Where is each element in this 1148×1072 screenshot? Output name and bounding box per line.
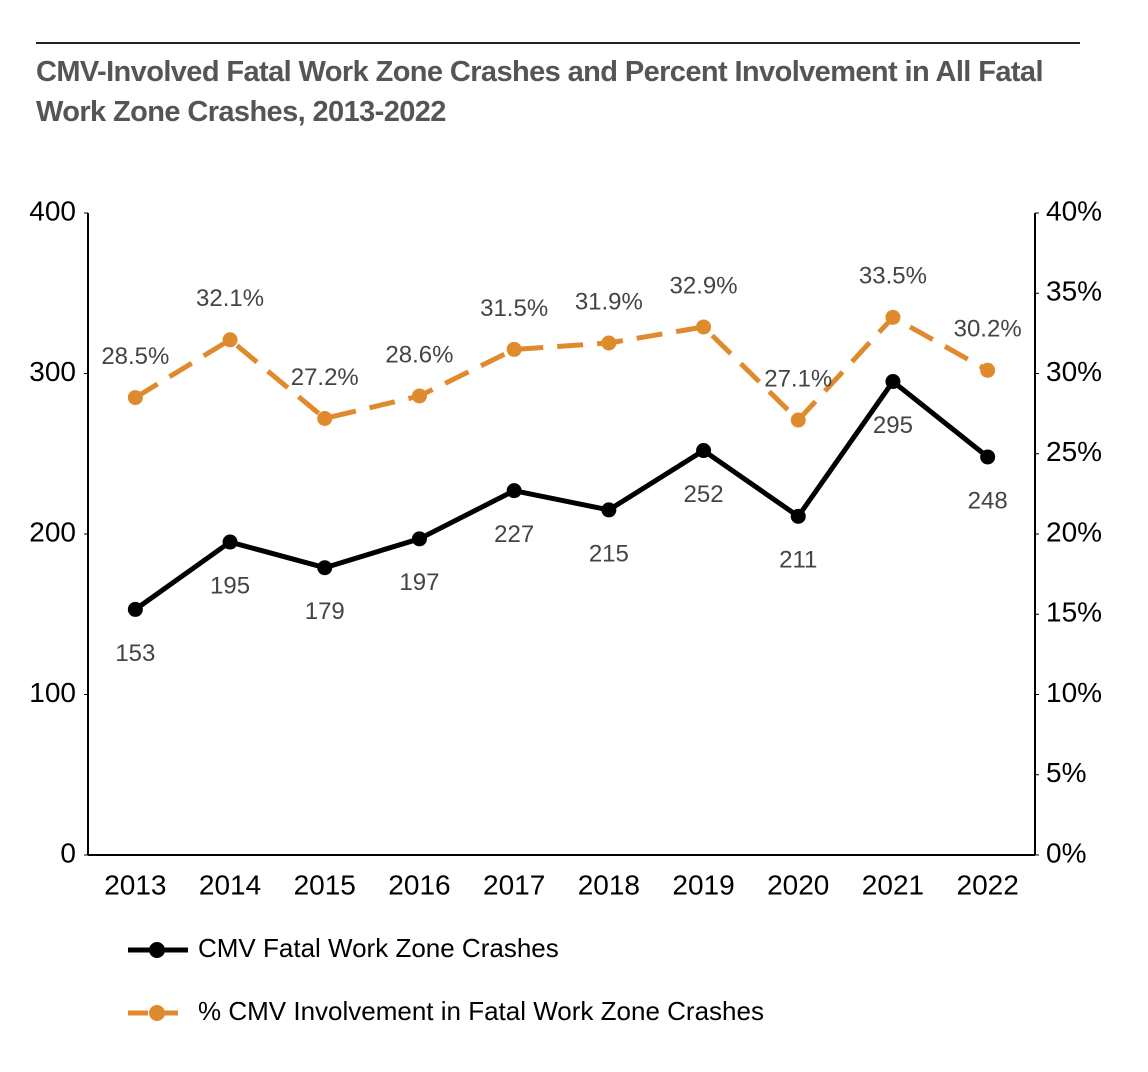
value-label: 227 bbox=[494, 521, 534, 548]
x-tick-label: 2017 bbox=[483, 869, 545, 900]
marker bbox=[601, 335, 617, 351]
y-tick-label: 100 bbox=[29, 677, 76, 708]
y2-tick-label: 15% bbox=[1046, 597, 1102, 628]
marker bbox=[317, 410, 333, 426]
x-tick-label: 2019 bbox=[672, 869, 734, 900]
y2-tick-label: 10% bbox=[1046, 677, 1102, 708]
value-label: 28.6% bbox=[385, 341, 453, 368]
y-tick-label: 0 bbox=[60, 837, 76, 868]
value-label: 252 bbox=[684, 481, 724, 508]
x-tick-label: 2014 bbox=[199, 869, 261, 900]
x-tick-label: 2015 bbox=[294, 869, 356, 900]
y-tick-label: 200 bbox=[29, 516, 76, 547]
legend-label: CMV Fatal Work Zone Crashes bbox=[198, 933, 559, 963]
y2-tick-label: 25% bbox=[1046, 436, 1102, 467]
marker bbox=[885, 309, 901, 325]
marker bbox=[696, 443, 712, 459]
value-label: 32.9% bbox=[670, 272, 738, 299]
marker bbox=[506, 483, 522, 499]
marker bbox=[885, 374, 901, 390]
y-tick-label: 300 bbox=[29, 356, 76, 387]
series-line bbox=[134, 314, 989, 423]
value-label: 28.5% bbox=[101, 343, 169, 370]
x-tick-label: 2021 bbox=[862, 869, 924, 900]
x-tick-label: 2018 bbox=[578, 869, 640, 900]
marker bbox=[980, 362, 996, 378]
value-label: 27.1% bbox=[764, 365, 832, 392]
value-label: 248 bbox=[968, 487, 1008, 514]
y2-tick-label: 40% bbox=[1046, 195, 1102, 226]
x-tick-label: 2013 bbox=[104, 869, 166, 900]
value-label: 153 bbox=[115, 640, 155, 667]
series-line bbox=[133, 379, 990, 612]
y-tick-label: 400 bbox=[29, 195, 76, 226]
x-tick-label: 2022 bbox=[957, 869, 1019, 900]
value-label: 30.2% bbox=[954, 316, 1022, 343]
marker bbox=[222, 332, 238, 348]
value-label: 31.9% bbox=[575, 288, 643, 315]
legend-marker bbox=[149, 942, 165, 958]
legend-marker bbox=[149, 1005, 165, 1021]
value-label: 211 bbox=[779, 547, 817, 574]
value-label: 32.1% bbox=[196, 285, 264, 312]
legend-label: % CMV Involvement in Fatal Work Zone Cra… bbox=[198, 996, 764, 1026]
y2-tick-label: 0% bbox=[1046, 837, 1086, 868]
y2-tick-label: 35% bbox=[1046, 276, 1102, 307]
value-label: 179 bbox=[305, 598, 345, 625]
marker bbox=[696, 319, 712, 335]
y2-tick-label: 5% bbox=[1046, 757, 1086, 788]
value-label: 33.5% bbox=[859, 263, 927, 290]
x-tick-label: 2020 bbox=[767, 869, 829, 900]
marker bbox=[411, 388, 427, 404]
value-label: 27.2% bbox=[291, 364, 359, 391]
marker bbox=[411, 531, 427, 547]
chart-title: CMV-Involved Fatal Work Zone Crashes and… bbox=[36, 56, 1044, 128]
value-label: 215 bbox=[589, 540, 629, 567]
marker bbox=[790, 412, 806, 428]
value-label: 31.5% bbox=[480, 295, 548, 322]
y2-tick-label: 30% bbox=[1046, 356, 1102, 387]
marker bbox=[601, 502, 617, 518]
marker bbox=[317, 560, 333, 576]
value-label: 197 bbox=[399, 569, 439, 596]
marker bbox=[980, 449, 996, 465]
y2-tick-label: 20% bbox=[1046, 516, 1102, 547]
value-label: 295 bbox=[873, 412, 913, 439]
marker bbox=[222, 534, 238, 550]
marker bbox=[790, 508, 806, 524]
marker bbox=[127, 601, 143, 617]
value-label: 195 bbox=[210, 572, 250, 599]
title-rule bbox=[36, 42, 1080, 44]
marker bbox=[127, 390, 143, 406]
x-tick-label: 2016 bbox=[388, 869, 450, 900]
marker bbox=[506, 341, 522, 357]
